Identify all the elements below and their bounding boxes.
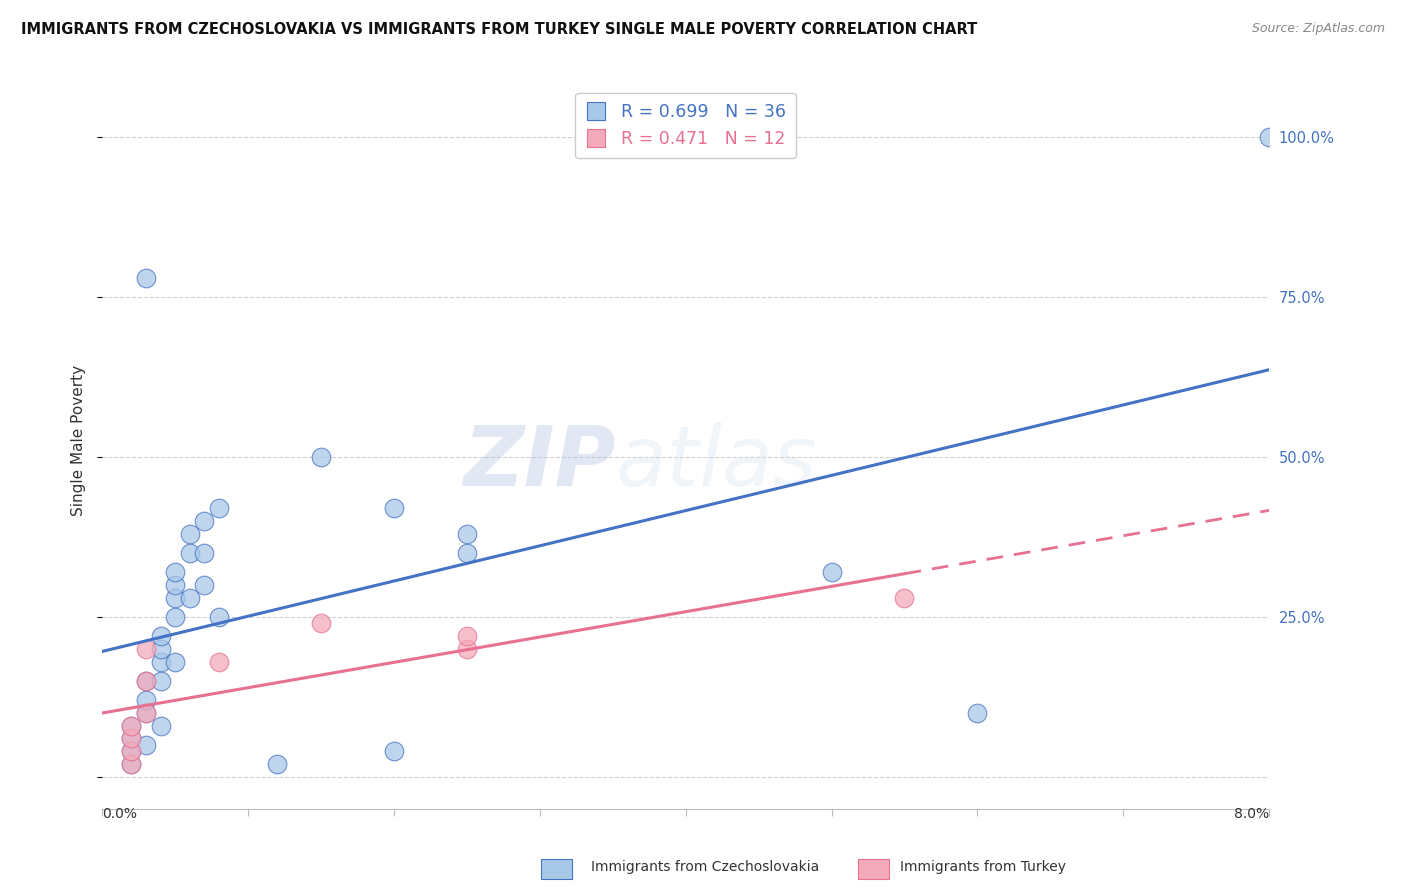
- Point: [193, 514, 215, 528]
- Point: [456, 546, 478, 560]
- Point: [135, 706, 157, 720]
- Point: [120, 757, 142, 772]
- Point: [966, 706, 988, 720]
- Point: [893, 591, 915, 605]
- Point: [135, 738, 157, 752]
- Text: atlas: atlas: [616, 423, 817, 503]
- Point: [193, 546, 215, 560]
- Point: [309, 616, 332, 631]
- Point: [179, 526, 201, 541]
- Point: [165, 610, 187, 624]
- Point: [135, 270, 157, 285]
- Point: [120, 744, 142, 758]
- Text: IMMIGRANTS FROM CZECHOSLOVAKIA VS IMMIGRANTS FROM TURKEY SINGLE MALE POVERTY COR: IMMIGRANTS FROM CZECHOSLOVAKIA VS IMMIGR…: [21, 22, 977, 37]
- Point: [1258, 130, 1281, 145]
- Text: 8.0%: 8.0%: [1234, 807, 1270, 822]
- Text: ZIP: ZIP: [463, 423, 616, 503]
- Point: [120, 731, 142, 746]
- Text: Source: ZipAtlas.com: Source: ZipAtlas.com: [1251, 22, 1385, 36]
- Text: Immigrants from Czechoslovakia: Immigrants from Czechoslovakia: [591, 860, 818, 874]
- Point: [165, 565, 187, 579]
- Point: [382, 744, 405, 758]
- Point: [120, 718, 142, 732]
- Point: [120, 744, 142, 758]
- Point: [149, 673, 172, 688]
- Point: [135, 673, 157, 688]
- Legend: R = 0.699   N = 36, R = 0.471   N = 12: R = 0.699 N = 36, R = 0.471 N = 12: [575, 93, 796, 158]
- Point: [135, 673, 157, 688]
- Point: [309, 450, 332, 464]
- Point: [456, 641, 478, 656]
- Point: [120, 757, 142, 772]
- Point: [208, 655, 231, 669]
- Point: [135, 693, 157, 707]
- Text: Immigrants from Turkey: Immigrants from Turkey: [900, 860, 1066, 874]
- Y-axis label: Single Male Poverty: Single Male Poverty: [72, 366, 86, 516]
- Point: [165, 655, 187, 669]
- Point: [208, 501, 231, 516]
- Point: [149, 629, 172, 643]
- Point: [382, 501, 405, 516]
- Point: [135, 641, 157, 656]
- Point: [179, 591, 201, 605]
- Point: [135, 706, 157, 720]
- Point: [149, 718, 172, 732]
- Point: [266, 757, 288, 772]
- Text: 0.0%: 0.0%: [103, 807, 138, 822]
- Point: [179, 546, 201, 560]
- Point: [820, 565, 842, 579]
- Point: [120, 731, 142, 746]
- Point: [165, 591, 187, 605]
- Point: [208, 610, 231, 624]
- Point: [456, 526, 478, 541]
- Point: [193, 578, 215, 592]
- Point: [456, 629, 478, 643]
- Point: [149, 655, 172, 669]
- Point: [149, 641, 172, 656]
- Point: [165, 578, 187, 592]
- Point: [120, 718, 142, 732]
